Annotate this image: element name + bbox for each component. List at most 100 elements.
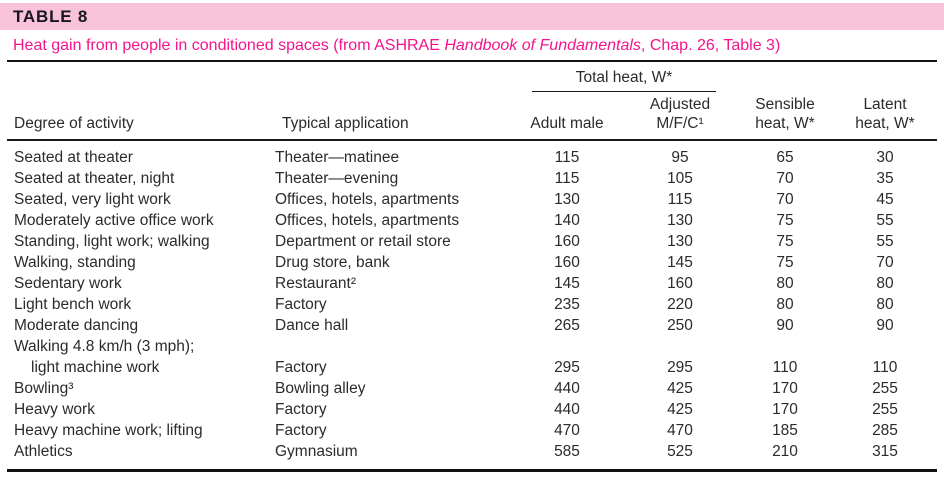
adjusted-value-cell: 425 [667, 401, 693, 418]
col-header-degree-of-activity: Degree of activity [7, 95, 275, 141]
adult-male-value-cell: 160 [554, 233, 580, 250]
table-row: Seated, very light work Offices, hotels,… [7, 189, 937, 210]
adjusted-line2: M/F/C¹ [656, 115, 704, 132]
adult-male-value-cell: 470 [554, 422, 580, 439]
heat-gain-table: Total heat, W* Degree of activity Typica… [7, 62, 937, 472]
table-row: Walking, standing Drug store, bank 160 1… [7, 252, 937, 273]
table-caption: Heat gain from people in conditioned spa… [7, 30, 937, 62]
latent-value-cell [833, 336, 937, 357]
table-row: Heavy work Factory 440 425 170 255 [7, 399, 937, 420]
application-cell: Theater—matinee [275, 149, 400, 166]
adjusted-value-cell: 105 [667, 170, 693, 187]
table-header: Total heat, W* Degree of activity Typica… [7, 62, 937, 141]
application-cell: Offices, hotels, apartments [275, 212, 460, 229]
sensible-value-cell: 75 [776, 212, 794, 229]
adult-male-value-cell: 140 [554, 212, 580, 229]
adjusted-value-cell: 115 [667, 191, 693, 208]
latent-value-cell: 80 [876, 275, 894, 292]
adjusted-value-cell [623, 336, 737, 357]
latent-value-cell: 315 [872, 443, 898, 460]
activity-cell: Heavy machine work; lifting [14, 422, 203, 439]
adult-male-value-cell: 440 [554, 380, 580, 397]
adjusted-value-cell: 525 [667, 443, 693, 460]
application-cell: Factory [275, 422, 327, 439]
application-cell: Factory [275, 401, 327, 418]
sensible-value-cell: 90 [776, 317, 794, 334]
sensible-value-cell [737, 336, 833, 357]
table-number: TABLE 8 [13, 6, 89, 26]
latent-line2: heat, W* [855, 115, 915, 132]
sensible-value-cell: 65 [776, 149, 794, 166]
latent-value-cell: 90 [876, 317, 894, 334]
table-row: Light bench work Factory 235 220 80 80 [7, 294, 937, 315]
adjusted-line1: Adjusted [649, 96, 711, 113]
col-header-sensible-heat: Sensible heat, W* [737, 95, 833, 141]
sensible-line1: Sensible [755, 96, 815, 113]
adjusted-value-cell: 145 [667, 254, 693, 271]
application-cell: Factory [275, 359, 327, 376]
caption-suffix: , Chap. 26, Table 3) [640, 37, 781, 54]
adult-male-value-cell: 265 [554, 317, 580, 334]
adult-male-value-cell: 440 [554, 401, 580, 418]
application-cell [275, 336, 511, 357]
table-row: Sedentary work Restaurant² 145 160 80 80 [7, 273, 937, 294]
table-row: Athletics Gymnasium 585 525 210 315 [7, 441, 937, 471]
group-spacer [7, 62, 511, 95]
latent-value-cell: 35 [876, 170, 894, 187]
sensible-value-cell: 170 [772, 380, 798, 397]
table-row: Standing, light work; walking Department… [7, 231, 937, 252]
table-row: Seated at theater Theater—matinee 115 95… [7, 140, 937, 168]
latent-value-cell: 45 [876, 191, 894, 208]
group-spacer [737, 62, 833, 95]
adult-male-value-cell: 115 [554, 170, 580, 187]
table-row: Moderate dancing Dance hall 265 250 90 9… [7, 315, 937, 336]
adjusted-value-cell: 130 [667, 233, 693, 250]
adjusted-value-cell: 250 [667, 317, 693, 334]
table-8-page: TABLE 8 Heat gain from people in conditi… [0, 3, 944, 482]
table-row: Walking 4.8 km/h (3 mph); [7, 336, 937, 357]
table-row: light machine work Factory 295 295 110 1… [7, 357, 937, 378]
application-cell: Dance hall [275, 317, 349, 334]
table-row: Bowling³ Bowling alley 440 425 170 255 [7, 378, 937, 399]
table-row: Heavy machine work; lifting Factory 470 … [7, 420, 937, 441]
application-cell: Department or retail store [275, 233, 451, 250]
latent-value-cell: 80 [876, 296, 894, 313]
adjusted-value-cell: 425 [667, 380, 693, 397]
application-cell: Drug store, bank [275, 254, 390, 271]
latent-value-cell: 55 [876, 233, 894, 250]
sensible-line2: heat, W* [755, 115, 815, 132]
adult-male-value-cell: 145 [554, 275, 580, 292]
activity-cell: Seated at theater, night [14, 170, 175, 187]
application-cell: Bowling alley [275, 380, 366, 397]
col-header-typical-application: Typical application [275, 95, 511, 141]
adjusted-value-cell: 95 [671, 149, 689, 166]
column-header-row: Degree of activity Typical application A… [7, 95, 937, 141]
sensible-value-cell: 75 [776, 254, 794, 271]
application-cell: Gymnasium [275, 443, 358, 460]
latent-value-cell: 255 [872, 380, 898, 397]
adult-male-value-cell [511, 336, 623, 357]
adjusted-value-cell: 295 [667, 359, 693, 376]
activity-cell: Walking 4.8 km/h (3 mph); [14, 338, 195, 355]
table-body: Seated at theater Theater—matinee 115 95… [7, 140, 937, 471]
sensible-value-cell: 110 [772, 359, 798, 376]
group-header-row: Total heat, W* [7, 62, 937, 95]
activity-cell: Athletics [14, 443, 73, 460]
latent-value-cell: 110 [872, 359, 898, 376]
application-cell: Factory [275, 296, 327, 313]
activity-cell: Seated, very light work [14, 191, 171, 208]
adult-male-value-cell: 160 [554, 254, 580, 271]
application-cell: Theater—evening [275, 170, 399, 187]
activity-cell: Bowling³ [14, 380, 74, 397]
adult-male-value-cell: 295 [554, 359, 580, 376]
table-number-band: TABLE 8 [0, 3, 944, 30]
col-group-total-heat: Total heat, W* [511, 62, 737, 95]
table-row: Seated at theater, night Theater—evening… [7, 168, 937, 189]
caption-prefix: Heat gain from people in conditioned spa… [13, 37, 445, 54]
sensible-value-cell: 75 [776, 233, 794, 250]
latent-value-cell: 255 [872, 401, 898, 418]
col-header-latent-heat: Latent heat, W* [833, 95, 937, 141]
activity-cell: Walking, standing [14, 254, 136, 271]
activity-cell: Standing, light work; walking [14, 233, 210, 250]
latent-value-cell: 285 [872, 422, 898, 439]
